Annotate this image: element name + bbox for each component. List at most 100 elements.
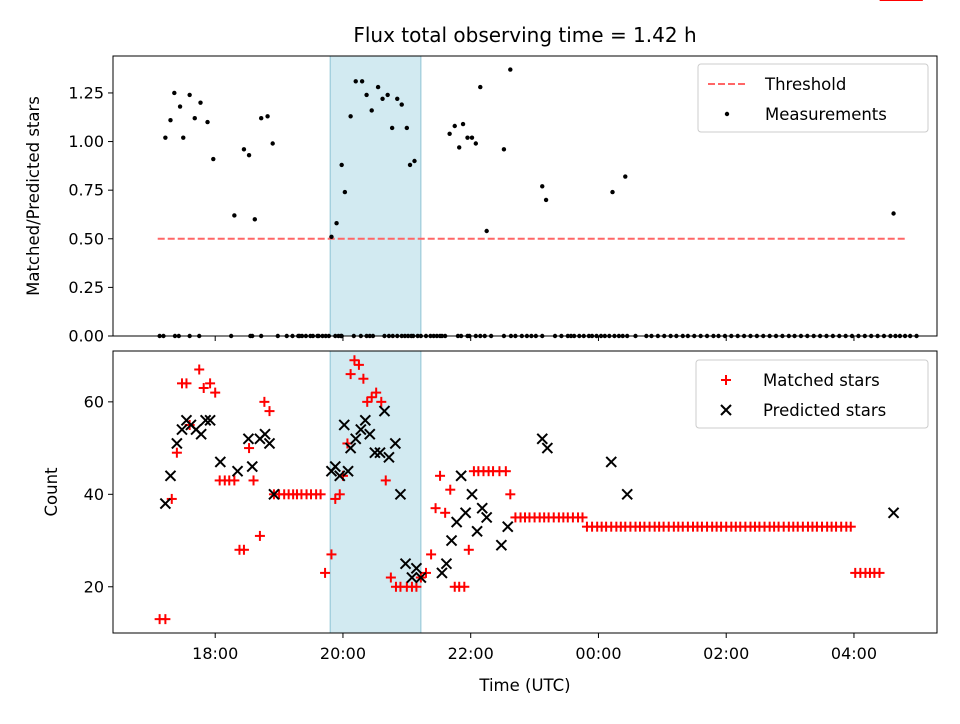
measurement-point xyxy=(177,104,183,109)
predicted-star-point xyxy=(268,488,280,501)
measurement-point xyxy=(508,67,513,72)
measurement-point xyxy=(192,116,197,121)
measurement-point xyxy=(163,135,168,140)
predicted-star-point xyxy=(399,557,412,570)
measurement-point xyxy=(168,117,173,123)
measurement-point xyxy=(252,217,258,222)
predicted-star-point xyxy=(342,465,354,477)
measurement-point xyxy=(478,84,483,90)
predicted-star-point xyxy=(536,433,548,445)
predicted-star-point xyxy=(263,437,276,450)
measurement-point xyxy=(232,213,237,218)
y-tick-label: 1.25 xyxy=(68,83,104,102)
measurement-point xyxy=(246,152,252,158)
panel-ratio-legend-box xyxy=(697,63,929,133)
predicted-star-point xyxy=(350,433,362,445)
predicted-star-point xyxy=(204,414,216,427)
legend-matched-swatch xyxy=(721,375,731,385)
legend-predicted-swatch xyxy=(720,404,732,416)
measurement-point xyxy=(501,147,507,152)
measurement-point xyxy=(407,162,413,168)
measurement-point xyxy=(473,141,479,146)
measurement-point xyxy=(187,92,192,98)
y-tick-label: 40 xyxy=(84,485,104,504)
predicted-star-point xyxy=(176,423,188,436)
panel-ratio-y-ticks: 0.00 0.25 0.50 0.75 1.00 1.25 xyxy=(68,83,113,346)
y-tick-label: 1.00 xyxy=(68,132,104,151)
predicted-star-point xyxy=(378,405,391,417)
predicted-star-point xyxy=(389,437,402,450)
predicted-star-point xyxy=(480,511,493,524)
y-tick-label: 0.75 xyxy=(68,181,104,200)
predicted-star-point xyxy=(159,497,172,510)
measurement-point xyxy=(399,102,404,107)
legend-measurements-label: Measurements xyxy=(765,105,887,124)
measurement-point xyxy=(348,114,353,119)
x-tick-label: 04:00 xyxy=(831,644,877,663)
predicted-star-point xyxy=(495,539,508,551)
panel-ratio-highlight xyxy=(329,55,422,337)
predicted-star-point xyxy=(199,414,212,427)
legend-measurements-swatch xyxy=(724,111,730,117)
measurement-point xyxy=(270,141,275,146)
panel-ratio: 0.00 0.25 0.50 0.75 1.00 1.25 Matched/Predict… xyxy=(24,55,938,346)
panel-counts-predicted-points xyxy=(159,405,900,584)
legend-threshold-label: Threshold xyxy=(764,75,846,94)
predicted-star-point xyxy=(887,507,900,519)
predicted-star-point xyxy=(164,470,177,482)
chart-title: Flux total observing time = 1.42 h xyxy=(353,23,696,47)
predicted-star-point xyxy=(450,516,463,528)
measurement-point xyxy=(375,84,381,90)
measurement-point xyxy=(412,158,417,164)
predicted-star-point xyxy=(364,428,376,440)
predicted-star-point xyxy=(455,470,467,482)
measurement-point xyxy=(258,116,264,121)
measurement-point xyxy=(460,121,466,127)
predicted-star-point xyxy=(334,470,346,482)
measurement-point xyxy=(205,119,210,125)
x-tick-label: 02:00 xyxy=(703,644,749,663)
predicted-star-point xyxy=(383,451,395,464)
measurement-point xyxy=(457,145,462,150)
predicted-star-point xyxy=(374,446,386,459)
legend-matched-label: Matched stars xyxy=(763,371,880,390)
predicted-star-point xyxy=(369,446,381,459)
predicted-star-point xyxy=(502,520,514,533)
panel-counts-y-ticks: 20 40 60 xyxy=(84,392,113,596)
x-axis-label: Time (UTC) xyxy=(478,676,570,695)
legend-predicted-label: Predicted stars xyxy=(763,401,886,420)
measurement-point xyxy=(469,135,475,140)
predicted-star-point xyxy=(394,488,407,501)
predicted-star-point xyxy=(466,488,478,501)
measurement-point xyxy=(540,184,545,189)
measurement-point xyxy=(359,79,365,84)
predicted-star-point xyxy=(259,428,271,440)
legend-predicted-marker xyxy=(720,404,732,416)
x-tick-label: 00:00 xyxy=(575,644,621,663)
panel-counts: 20 40 60 18:00 20:00 22:00 00:00 02:00 04:00 Co… xyxy=(42,0,938,695)
predicted-star-point xyxy=(329,460,341,473)
predicted-star-point xyxy=(415,571,427,584)
panel-counts-legend: Matched stars Predicted stars xyxy=(695,359,929,429)
measurement-point xyxy=(891,211,896,216)
predicted-star-point xyxy=(471,525,483,538)
measurement-point xyxy=(385,92,390,98)
measurement-point xyxy=(172,90,177,96)
x-tick-label: 22:00 xyxy=(448,644,494,663)
predicted-star-point xyxy=(246,460,258,473)
panel-counts-matched-points xyxy=(154,0,923,625)
measurement-point xyxy=(395,96,400,101)
measurement-point xyxy=(265,114,270,119)
panel-ratio-points xyxy=(157,67,919,339)
measurement-point xyxy=(389,125,395,131)
panel-ratio-x-ticks xyxy=(214,336,855,341)
measurement-point xyxy=(543,197,549,203)
predicted-star-point xyxy=(195,428,207,440)
measurement-point xyxy=(241,147,247,152)
measurement-point xyxy=(353,79,358,84)
measurement-point xyxy=(181,135,186,140)
predicted-star-point xyxy=(359,414,372,427)
panel-ratio-frame xyxy=(112,55,938,337)
panel-counts-legend-box xyxy=(695,359,929,429)
